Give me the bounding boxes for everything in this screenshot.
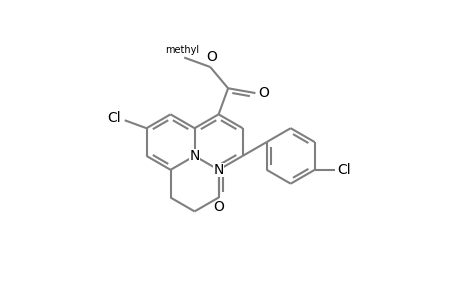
Text: N: N	[189, 149, 199, 163]
Text: O: O	[213, 200, 224, 214]
Text: O: O	[205, 50, 216, 64]
Text: Cl: Cl	[337, 163, 350, 177]
Text: methyl: methyl	[165, 45, 199, 55]
Text: N: N	[213, 163, 224, 177]
Text: O: O	[258, 86, 269, 100]
Text: Cl: Cl	[107, 111, 121, 125]
